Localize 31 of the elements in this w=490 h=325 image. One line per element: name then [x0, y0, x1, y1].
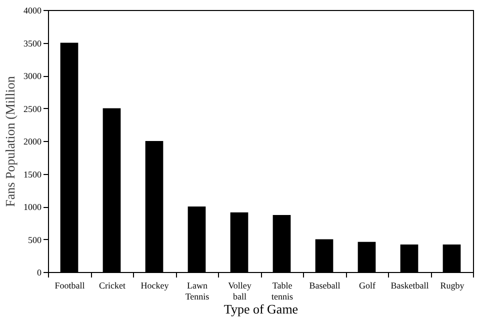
bar: [102, 108, 121, 272]
y-tick-label: 2500: [24, 104, 42, 114]
x-tick-label: Lawn Tennis: [185, 280, 210, 302]
y-tick-label: 4000: [24, 6, 42, 16]
bar: [272, 215, 291, 272]
bar: [400, 244, 418, 272]
x-tick-label: Volley ball: [228, 280, 252, 302]
bar: [358, 242, 376, 272]
x-tick-label: Table tennis: [272, 280, 294, 302]
bar: [145, 141, 164, 272]
bar: [60, 42, 78, 272]
x-tick-label: Cricket: [99, 280, 126, 290]
x-tick-label: Football: [54, 280, 86, 290]
y-axis-title: Fans Population (Million: [2, 76, 18, 207]
y-tick-label: 0: [37, 268, 42, 278]
x-tick-label: Baseball: [309, 280, 341, 290]
y-tick-label: 500: [28, 234, 42, 245]
bar: [188, 206, 206, 272]
y-tick-label: 2000: [24, 136, 42, 146]
x-tick-label: Golf: [359, 280, 376, 290]
x-axis-title: Type of Game: [224, 302, 298, 316]
bar: [230, 212, 248, 272]
x-tick-label: Rugby: [440, 280, 465, 290]
y-tick-label: 1000: [24, 202, 42, 212]
x-tick-label: Hockey: [140, 280, 170, 290]
y-tick-label: 3000: [24, 71, 42, 81]
bar: [315, 239, 334, 272]
x-tick-label: Basketball: [390, 280, 430, 290]
y-tick-label: 1500: [24, 169, 42, 180]
bar: [442, 244, 461, 272]
y-tick-label: 3500: [24, 38, 42, 48]
